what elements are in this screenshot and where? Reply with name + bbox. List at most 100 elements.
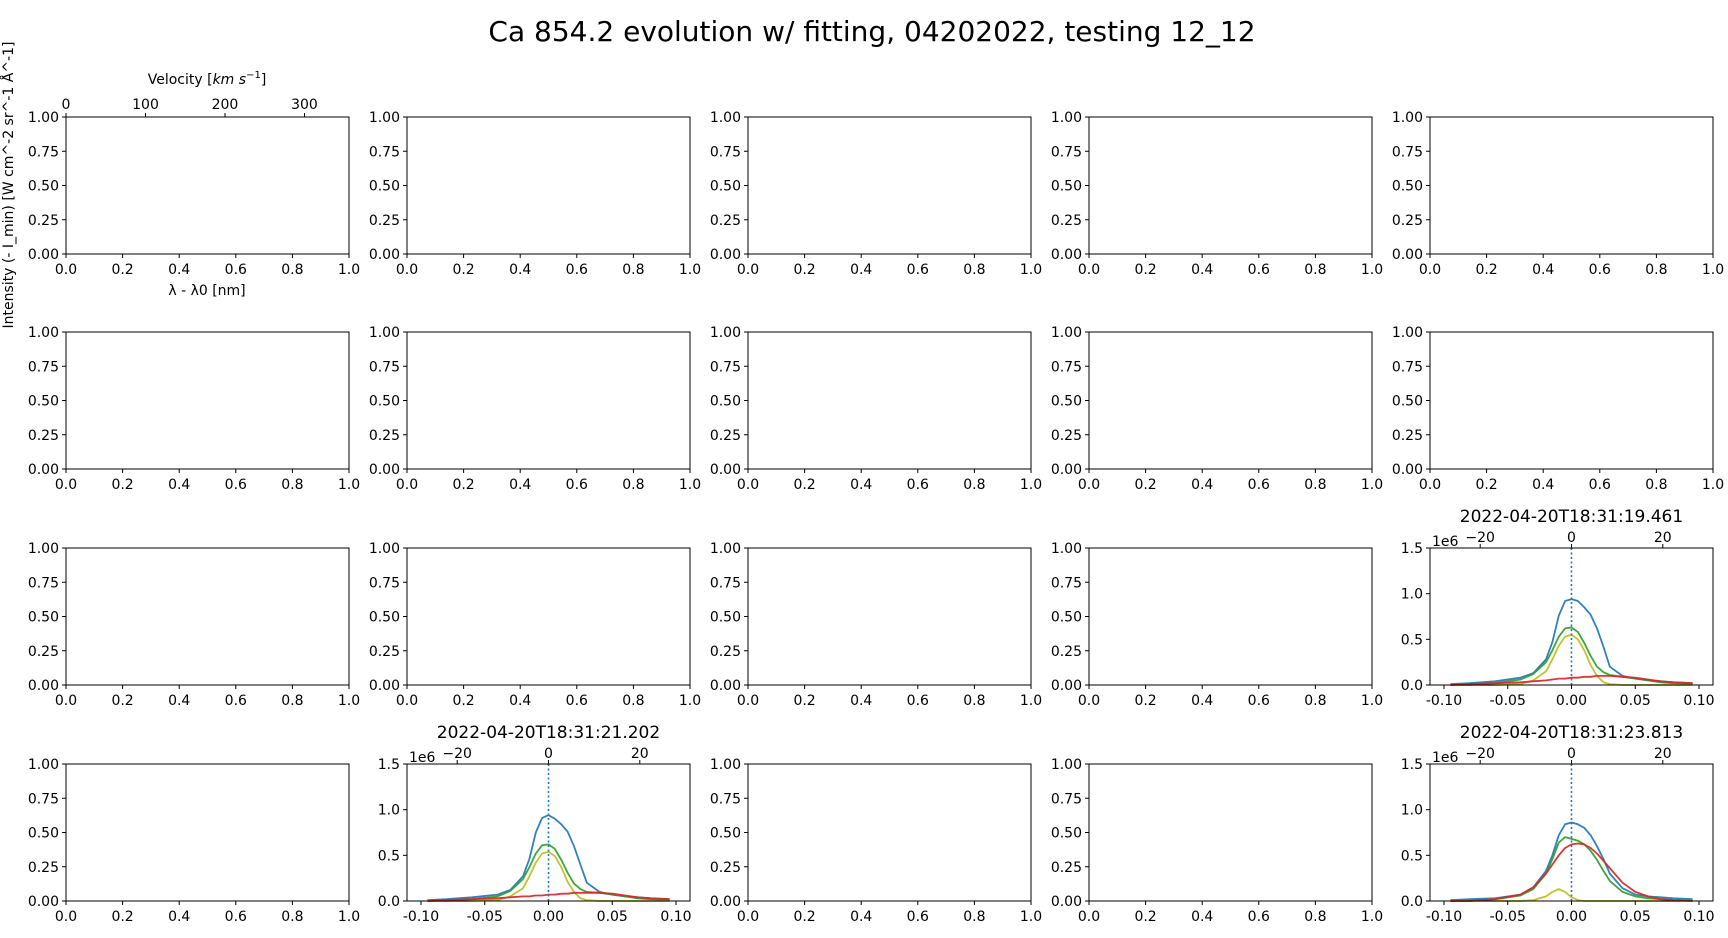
x-tick-label: 0.2 [111,262,133,278]
empty-panel: 0.0 0.2 0.4 0.6 0.8 1.0 0.00 0.25 0.50 0.75 1.00 [1392,325,1724,493]
y-tick-label: 0.25 [369,644,400,660]
x-tick-label: 0.2 [793,477,815,493]
axes-frame [1088,116,1373,255]
y-tick-label: 0.50 [1392,179,1423,195]
x-tick-label: 0.6 [1589,477,1611,493]
y-tick-label: 0.75 [28,575,59,591]
x-tick-label: 0.8 [1645,477,1667,493]
y-tick-label: 0.50 [1051,826,1082,842]
empty-panel: 0.0 0.2 0.4 0.6 0.8 1.0 0.00 0.25 0.50 0.75 1.00 [28,757,360,925]
axes-frame [747,763,1032,902]
y-tick-label: 0.5 [1401,848,1423,864]
x-tick-label: 0.2 [452,477,474,493]
y-scale-offset-label: 1e6 [409,750,436,766]
empty-panel: 0.0 0.2 0.4 0.6 0.8 1.0 0.00 0.25 0.50 0.75 1.00 [710,110,1042,278]
y-tick-label: 0.75 [1051,144,1082,160]
x-tick-label: 0.00 [533,909,564,925]
y-tick-label: 1.00 [369,110,400,126]
top-tick-label: 20 [1654,746,1672,762]
y-tick-label: 0.25 [28,860,59,876]
y-tick-label: 0.00 [1051,462,1082,478]
panel-title: 2022-04-20T18:31:19.461 [1460,507,1683,527]
y-tick-label: 0.00 [710,894,741,910]
y-tick-label: 1.00 [1051,541,1082,557]
y-tick-label: 0.0 [1401,678,1423,694]
y-tick-label: 1.00 [28,110,59,126]
y-tick-label: 0.75 [28,791,59,807]
x-tick-label: 1.0 [679,477,701,493]
y-tick-label: 1.00 [710,541,741,557]
y-tick-label: 0.25 [1392,213,1423,229]
x-tick-label: -0.10 [1426,909,1462,925]
x-tick-label: 0.0 [737,693,759,709]
x-tick-label: 1.0 [1020,477,1042,493]
empty-panel: 0.0 0.2 0.4 0.6 0.8 1.0 0.00 0.25 0.50 0.75 1.00 [710,541,1042,709]
fit-panel: -0.10 -0.05 0.00 0.05 0.10 0.0 0.5 1.0 1.5 −20 0 20… [378,723,692,925]
series-line [427,891,670,902]
x-tick-label: -0.10 [1426,693,1462,709]
empty-panel: 0.0 0.2 0.4 0.6 0.8 1.0 0.00 0.25 0.50 0.75 1.00 [710,757,1042,925]
axes-frame [1429,116,1714,255]
y-tick-label: 0.75 [710,144,741,160]
x-tick-label: 0.4 [850,693,872,709]
x-tick-label: 0.00 [1556,693,1587,709]
y-tick-label: 1.00 [1051,757,1082,773]
y-tick-label: 0.50 [710,179,741,195]
x-tick-label: 0.6 [907,262,929,278]
y-tick-label: 1.00 [710,325,741,341]
top-tick-label: 300 [291,97,318,113]
y-tick-label: 1.5 [378,757,400,773]
y-tick-label: 1.0 [1401,587,1423,603]
y-tick-label: 0.25 [1051,644,1082,660]
y-tick-label: 0.25 [1392,428,1423,444]
x-tick-label: 0.0 [55,262,77,278]
x-tick-label: 0.05 [597,909,628,925]
axes-frame [1088,763,1373,902]
x-tick-label: 0.2 [1134,477,1156,493]
fit-panel: -0.10 -0.05 0.00 0.05 0.10 0.0 0.5 1.0 1.5 −20 0 20… [1401,507,1715,709]
x-tick-label: 0.8 [1304,262,1326,278]
y-tick-label: 0.00 [1051,678,1082,694]
axes-frame [65,547,350,686]
y-tick-label: 0.00 [1392,247,1423,263]
x-tick-label: 0.4 [1191,262,1213,278]
x-tick-label: 0.8 [622,693,644,709]
empty-panel: 0.0 0.2 0.4 0.6 0.8 1.0 0.00 0.25 0.50 0.75 1.00 [1051,325,1383,493]
x-tick-label: 0.2 [793,693,815,709]
panel-title: 2022-04-20T18:31:23.813 [1460,723,1683,743]
x-tick-label: 0.4 [850,477,872,493]
x-tick-label: 0.4 [509,477,531,493]
top-tick-label: −20 [442,746,472,762]
x-tick-label: 0.2 [111,909,133,925]
x-tick-label: 0.8 [1304,477,1326,493]
y-tick-label: 0.50 [710,610,741,626]
empty-panel: 0.0 0.2 0.4 0.6 0.8 1.0 0.00 0.25 0.50 0.75 1.00 [710,325,1042,493]
y-tick-label: 0.0 [1401,894,1423,910]
y-tick-label: 0.50 [28,826,59,842]
y-tick-label: 0.25 [28,428,59,444]
x-tick-label: 0.8 [963,477,985,493]
y-tick-label: 0.25 [369,428,400,444]
x-tick-label: 1.0 [679,693,701,709]
top-tick-label: 100 [132,97,159,113]
x-tick-label: 1.0 [338,909,360,925]
x-tick-label: -0.05 [1490,909,1526,925]
y-tick-label: 0.50 [28,610,59,626]
x-tick-label: 0.2 [452,693,474,709]
x-tick-label: 0.2 [1134,909,1156,925]
x-tick-label: 0.6 [566,477,588,493]
y-tick-label: 0.50 [1051,179,1082,195]
x-tick-label: 1.0 [338,262,360,278]
x-tick-label: 0.4 [850,909,872,925]
x-tick-label: 0.10 [1683,909,1714,925]
empty-panel: 0.0 0.2 0.4 0.6 0.8 1.0 0.00 0.25 0.50 0.75 1.00 [1392,110,1724,278]
y-tick-label: 0.50 [28,394,59,410]
x-tick-label: 0.2 [111,477,133,493]
x-tick-label: 0.2 [793,909,815,925]
x-tick-label: 1.0 [679,262,701,278]
y-tick-label: 0.00 [710,462,741,478]
y-tick-label: 0.00 [369,678,400,694]
x-tick-label: 1.0 [1702,262,1724,278]
y-tick-label: 1.00 [710,110,741,126]
x-tick-label: 0.2 [1475,477,1497,493]
